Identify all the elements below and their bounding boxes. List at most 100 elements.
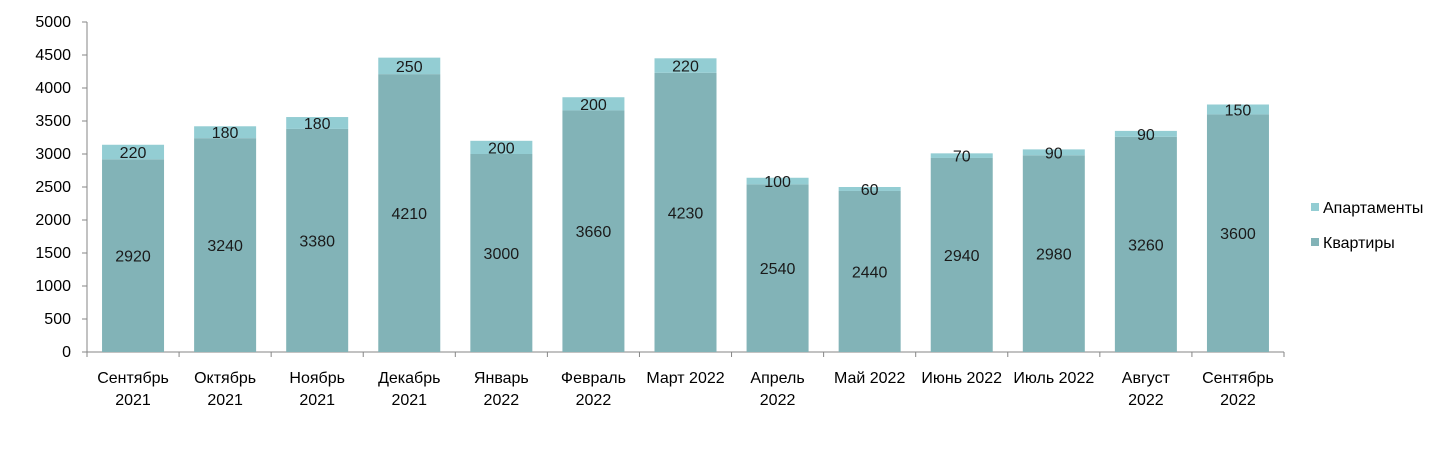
data-label-kvartiry: 2940	[944, 248, 980, 265]
legend-label: Квартиры	[1323, 235, 1395, 252]
bar-apartamenty	[1114, 130, 1177, 137]
bar-kvartiry	[286, 128, 349, 352]
bar-kvartiry	[930, 157, 993, 352]
bar-kvartiry	[746, 184, 809, 352]
data-label-kvartiry: 3660	[576, 224, 612, 241]
x-tick-label: Июнь 2022	[921, 370, 1002, 387]
bar-apartamenty	[562, 97, 625, 111]
y-tick-label: 5000	[35, 14, 71, 31]
data-label-apartamenty: 250	[396, 59, 423, 76]
data-label-kvartiry: 3600	[1220, 226, 1256, 243]
data-label-apartamenty: 150	[1225, 102, 1252, 119]
x-tick-label-line: 2022	[576, 392, 612, 409]
bar-kvartiry	[654, 72, 717, 352]
data-label-apartamenty: 70	[953, 149, 971, 166]
bar-kvartiry	[1022, 155, 1085, 352]
x-tick-label-line: Октябрь	[194, 370, 256, 387]
bar-kvartiry	[838, 190, 901, 352]
x-tick-label: Август 2022	[1122, 370, 1171, 409]
data-label-kvartiry: 2980	[1036, 247, 1072, 264]
bar-apartamenty	[930, 153, 993, 158]
x-tick-label-line: 2022	[760, 392, 796, 409]
bar-apartamenty	[838, 187, 901, 191]
x-tick-label: Март 2022	[646, 370, 724, 387]
x-tick-label: Январь 2022	[474, 370, 529, 409]
bar-apartamenty	[1022, 149, 1085, 156]
y-tick-label: 2000	[35, 212, 71, 229]
data-label-apartamenty: 200	[488, 140, 515, 157]
bar-kvartiry	[378, 74, 441, 352]
x-tick-label-line: 2022	[1128, 392, 1164, 409]
x-tick-label: Сентябрь 2021	[97, 370, 169, 409]
x-tick-label-line: Сентябрь	[1202, 370, 1274, 387]
data-label-apartamenty: 220	[672, 59, 699, 76]
x-tick-label: Сентябрь 2022	[1202, 370, 1274, 409]
bar-kvartiry	[102, 159, 165, 352]
data-label-apartamenty: 90	[1137, 127, 1155, 144]
bar-kvartiry	[1114, 136, 1177, 352]
data-label-apartamenty: 100	[764, 174, 791, 191]
x-tick-label-line: 2022	[1220, 392, 1256, 409]
x-tick-label-line: Февраль	[561, 370, 626, 387]
x-tick-label-line: 2021	[115, 392, 151, 409]
bar-kvartiry	[562, 110, 625, 352]
x-tick-label: Июль 2022	[1013, 370, 1094, 387]
y-tick-label: 3500	[35, 113, 71, 130]
x-tick-label-line: Март 2022	[646, 370, 724, 387]
y-tick-label: 1000	[35, 278, 71, 295]
x-tick-label: Апрель 2022	[750, 370, 804, 409]
legend-label: Апартаменты	[1323, 200, 1423, 217]
data-label-apartamenty: 60	[861, 182, 879, 199]
bar-kvartiry	[1206, 114, 1269, 353]
data-label-kvartiry: 3000	[484, 246, 520, 263]
bar-apartamenty	[194, 126, 257, 139]
data-label-kvartiry: 2920	[115, 249, 151, 266]
bar-apartamenty	[378, 57, 441, 75]
bar-apartamenty	[746, 177, 809, 185]
x-tick-label-line: Сентябрь	[97, 370, 169, 387]
y-tick-label: 3000	[35, 146, 71, 163]
x-tick-label: Декабрь 2021	[378, 370, 440, 409]
bar-apartamenty	[654, 58, 717, 73]
x-tick-label: Февраль 2022	[561, 370, 626, 409]
x-tick-label-line: Август	[1122, 370, 1171, 387]
x-tick-label-line: Июль 2022	[1013, 370, 1094, 387]
x-tick-label: Ноябрь 2021	[289, 370, 345, 409]
bar-apartamenty	[470, 140, 533, 154]
y-tick-label: 0	[62, 344, 71, 361]
y-tick-label: 2500	[35, 179, 71, 196]
data-label-kvartiry: 2540	[760, 261, 796, 278]
x-tick-label-line: Апрель	[750, 370, 804, 387]
y-tick-label: 1500	[35, 245, 71, 262]
data-label-kvartiry: 3240	[207, 238, 243, 255]
x-tick-label: Октябрь 2021	[194, 370, 256, 409]
x-tick-label-line: Июнь 2022	[921, 370, 1002, 387]
data-label-kvartiry: 4210	[391, 206, 427, 223]
legend-swatch	[1311, 203, 1319, 211]
bar-apartamenty	[102, 144, 165, 160]
data-label-kvartiry: 3380	[299, 233, 335, 250]
y-tick-label: 4000	[35, 80, 71, 97]
data-label-apartamenty: 90	[1045, 145, 1063, 162]
data-label-kvartiry: 4230	[668, 205, 704, 222]
x-tick-label-line: Декабрь	[378, 370, 440, 387]
x-tick-label-line: 2022	[484, 392, 520, 409]
data-label-apartamenty: 200	[580, 97, 607, 114]
data-label-apartamenty: 180	[304, 116, 331, 133]
y-tick-label: 500	[44, 311, 71, 328]
y-tick-label: 4500	[35, 47, 71, 64]
x-tick-label-line: 2021	[207, 392, 243, 409]
data-label-apartamenty: 180	[212, 125, 239, 142]
bar-kvartiry	[194, 138, 257, 352]
x-tick-label-line: 2021	[391, 392, 427, 409]
data-label-apartamenty: 220	[120, 145, 147, 162]
data-label-kvartiry: 2440	[852, 264, 888, 281]
legend-swatch	[1311, 238, 1319, 246]
data-label-kvartiry: 3260	[1128, 237, 1164, 254]
x-tick-label-line: Май 2022	[834, 370, 905, 387]
x-tick-label-line: Январь	[474, 370, 529, 387]
bar-apartamenty	[286, 117, 349, 129]
bar-kvartiry	[470, 154, 533, 352]
